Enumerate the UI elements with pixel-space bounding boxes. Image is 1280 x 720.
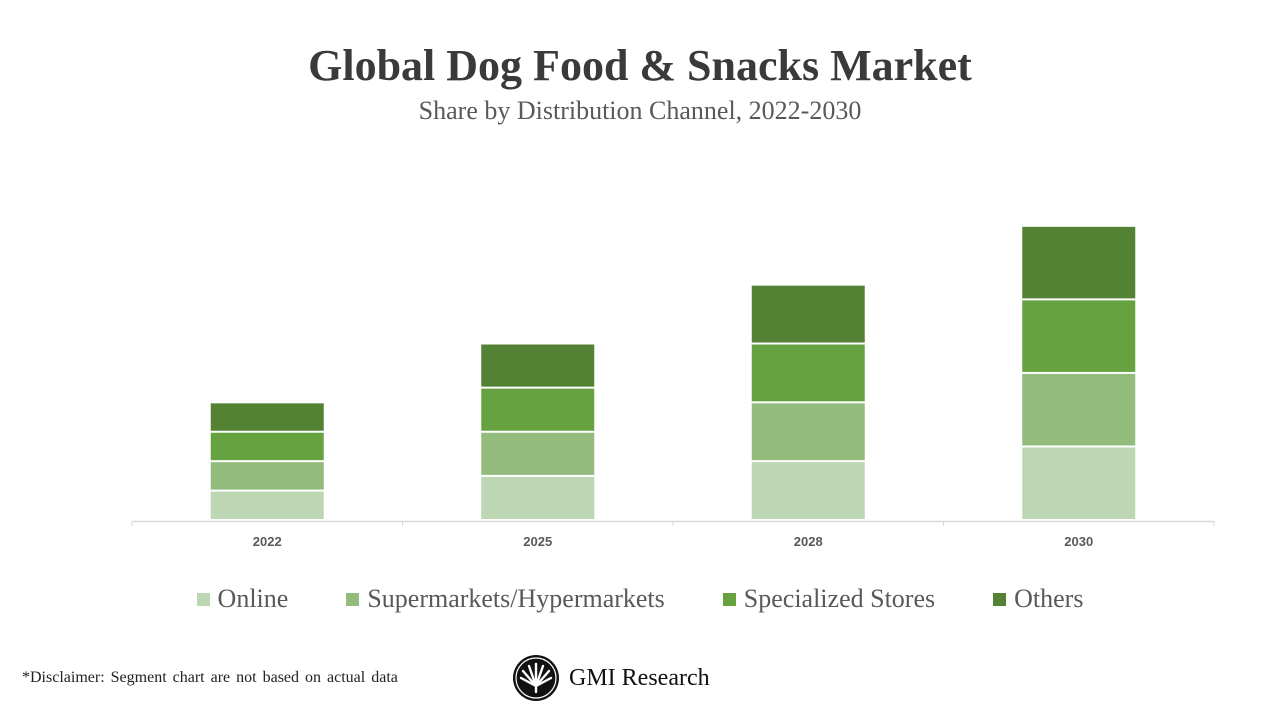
bar-segment-specialized-stores-2028	[751, 344, 865, 402]
x-tick-label: 2025	[523, 534, 552, 549]
legend-label: Online	[217, 584, 289, 613]
disclaimer: *Disclaimer: Segment chart are not based…	[22, 669, 398, 686]
bar-segment-specialized-stores-2022	[210, 432, 324, 461]
legend: Online Supermarkets/Hypermarkets Specializ…	[0, 584, 1280, 614]
bar-segment-online-2028	[751, 462, 865, 519]
legend-swatch	[993, 592, 1007, 606]
bar-segment-online-2030	[1022, 447, 1136, 519]
brand-logo: GMI Research	[512, 654, 710, 702]
chart-title: Global Dog Food & Snacks Market	[308, 41, 972, 90]
legend-label: Others	[1014, 584, 1084, 613]
gmi-logo-icon	[513, 655, 559, 701]
legend-item: Specialized Stores	[722, 584, 936, 614]
chart-subtitle: Share by Distribution Channel, 2022-2030	[418, 96, 862, 125]
bar-segment-others-2022	[210, 403, 324, 431]
bar-segment-others-2030	[1022, 226, 1136, 299]
bar-segment-supermarkets-hypermarkets-2022	[210, 462, 324, 490]
bar-segment-others-2025	[481, 344, 595, 387]
bar-segment-supermarkets-hypermarkets-2028	[751, 403, 865, 461]
bar-segment-online-2022	[210, 491, 324, 519]
bar-segment-supermarkets-hypermarkets-2030	[1022, 373, 1136, 446]
bar-segment-specialized-stores-2030	[1022, 300, 1136, 372]
legend-swatch	[346, 592, 360, 606]
legend-swatch	[196, 592, 210, 606]
bar-segment-others-2028	[751, 285, 865, 343]
legend-label: Supermarkets/Hypermarkets	[367, 584, 665, 613]
legend-item: Online	[196, 584, 289, 614]
bar-segment-online-2025	[481, 476, 595, 519]
brand-name: GMI Research	[569, 664, 710, 691]
legend-item: Supermarkets/Hypermarkets	[346, 584, 665, 614]
x-tick-label: 2022	[253, 534, 282, 549]
legend-label: Specialized Stores	[743, 584, 936, 613]
x-tick-label: 2028	[794, 534, 823, 549]
bar-segment-supermarkets-hypermarkets-2025	[481, 432, 595, 475]
x-tick-label: 2030	[1064, 534, 1093, 549]
bar-segment-specialized-stores-2025	[481, 388, 595, 431]
legend-item: Others	[993, 584, 1083, 614]
stacked-bar-chart: 2022 2025 2028 2030	[131, 226, 1215, 549]
legend-swatch	[722, 592, 736, 606]
